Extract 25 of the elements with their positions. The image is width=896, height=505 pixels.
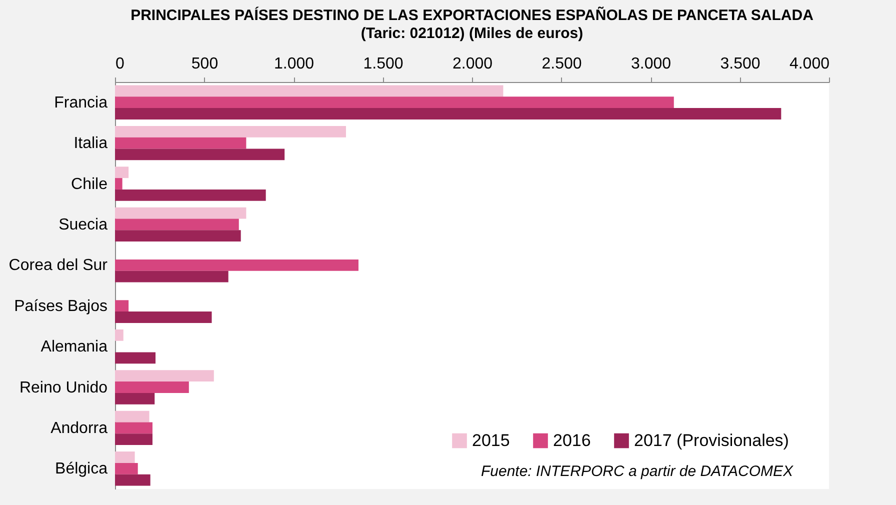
chart-title: PRINCIPALES PAÍSES DESTINO DE LAS EXPORTACIONES ESPAÑOLAS DE PANCETA SALADA (130, 6, 814, 24)
x-tick-label: 2.000 (452, 56, 493, 72)
x-tick-label: 3.500 (720, 56, 760, 72)
x-tick-label: 500 (191, 56, 218, 72)
x-tick-label: 3.000 (630, 56, 672, 72)
x-tick-label: 0 (116, 56, 124, 72)
y-tick-label: Alemania (40, 338, 108, 356)
x-tick-label: 1.500 (363, 56, 404, 72)
annotation: Fuente: INTERPORC a partir de DATACOMEX (480, 463, 794, 480)
legend-label: 2015 (472, 430, 510, 450)
legend-label: 2017 (Provisionales) (634, 430, 789, 450)
y-tick-label: Chile (71, 176, 108, 193)
y-tick-label: Reino Unido (19, 379, 108, 396)
y-tick-label: Andorra (50, 420, 108, 437)
y-tick-label: Suecia (58, 216, 108, 234)
y-tick-label: Bélgica (55, 460, 108, 478)
x-tick-label: 2.500 (542, 56, 582, 72)
y-tick-label: Países Bajos (14, 298, 108, 315)
legend-label: 2016 (553, 430, 591, 450)
y-tick-label: Corea del Sur (8, 257, 108, 274)
y-tick-label: Francia (54, 94, 108, 112)
x-tick-label: 1.000 (274, 56, 314, 72)
x-tick-label: 4.000 (789, 56, 830, 72)
y-tick-label: Italia (74, 135, 108, 152)
chart-subtitle: (Taric: 021012) (Miles de euros) (360, 25, 584, 42)
